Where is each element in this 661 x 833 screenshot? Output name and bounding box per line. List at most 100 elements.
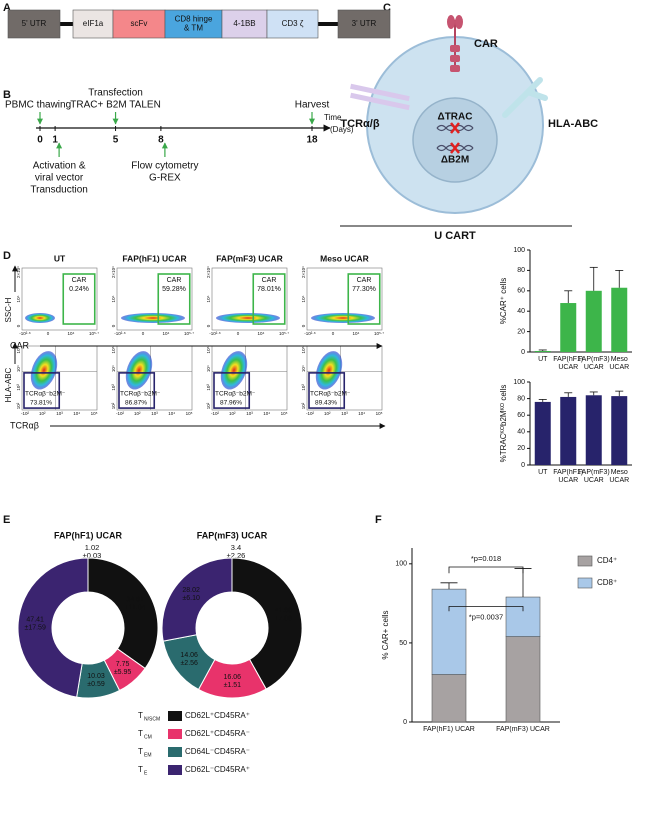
flow-tick-label: -10² <box>116 411 125 416</box>
flow-plot <box>116 267 193 331</box>
chart-title: FAP(hF1) UCAR <box>54 530 122 540</box>
construct-label: eIF1a <box>83 19 104 28</box>
x-tick-label: UT <box>538 469 548 476</box>
knockout-x <box>450 122 460 134</box>
x-label-box: FAP(mF3) UCAR <box>578 469 610 484</box>
cell-title: U CART <box>434 230 476 242</box>
slice-label: 28.02 <box>182 587 200 594</box>
construct-label: 4-1BB <box>233 19 255 28</box>
gate-percent: 0.24% <box>69 286 89 293</box>
cell-cloud <box>216 313 280 323</box>
panel-label: C <box>383 2 391 14</box>
tick-label: 1 <box>52 135 58 146</box>
gate <box>252 273 286 325</box>
axis-label: TCRαβ <box>10 420 39 430</box>
flow-plot <box>211 267 288 331</box>
donut-slice <box>17 557 89 698</box>
event-label: PBMC thawing <box>5 100 71 111</box>
x-tick-label: Meso UCAR <box>609 356 630 371</box>
flow-tick-label: 10⁵ <box>206 346 211 353</box>
flow-tick-label: -10² <box>306 411 315 416</box>
construct-label: 3' UTR <box>352 19 377 28</box>
flow-tick-label: 10⁵·⁷ <box>89 331 99 336</box>
flow-tick-label: 10⁴ <box>263 411 270 416</box>
donut-slice <box>161 557 233 642</box>
flow-tick-label: 0 <box>301 324 306 327</box>
tcr <box>350 83 410 102</box>
slice-label: 41.90 <box>275 607 293 614</box>
cell-cloud <box>311 313 375 323</box>
legend-swatch <box>168 747 182 757</box>
group-title: UT <box>54 253 66 263</box>
slice-label: 16.06 <box>224 674 242 681</box>
x-label-box: FAP(hF1) UCAR <box>553 469 583 484</box>
bar <box>534 401 551 465</box>
cell-cloud <box>315 351 343 390</box>
cell-label: HLA-ABC <box>548 118 598 130</box>
panel-label: B <box>3 89 11 101</box>
cell-cloud <box>25 313 55 323</box>
donut-slice <box>231 557 303 690</box>
flow-tick-label: 10⁴ <box>353 331 360 336</box>
bar <box>560 303 577 352</box>
flow-tick-label: 0 <box>142 331 145 336</box>
cell-cloud <box>125 351 153 390</box>
cell-label: ΔB2M <box>441 155 469 166</box>
flow-tick-label: 2×10⁶ <box>111 266 116 278</box>
annotation: *p=0.0037 <box>469 613 503 622</box>
gate <box>62 273 96 325</box>
tick-label: 5 <box>113 135 119 146</box>
tick-label: 18 <box>306 135 318 146</box>
legend-swatch <box>168 765 182 775</box>
flow-tick-label: 10⁶ <box>206 295 211 302</box>
flow-tick-label: -10²·⁸ <box>209 331 221 336</box>
slice-label: 34.81 <box>126 597 144 604</box>
event-label: Activation & <box>33 161 86 172</box>
significance-bracket <box>448 606 524 612</box>
flow-plot <box>21 267 98 331</box>
bar-segment <box>431 674 467 723</box>
construct-label: 5' UTR <box>22 19 47 28</box>
gate-percent: 86.87% <box>125 400 147 407</box>
flow-tick-label: 10⁶ <box>111 295 116 302</box>
cell-label: TCRα/β <box>340 118 379 130</box>
y-tick-label: 40 <box>517 429 525 436</box>
gate-label: TCRαβ⁻b2M⁻ <box>310 391 351 398</box>
bar <box>585 395 602 465</box>
flow-tick-label: -10² <box>21 411 30 416</box>
flow-tick-label: 10² <box>206 402 211 409</box>
flow-tick-label: 10² <box>16 402 21 409</box>
slice-label: ±2.56 <box>180 660 198 667</box>
significance-bracket <box>448 566 524 574</box>
x-tick-label: FAP(hF1) UCAR <box>553 356 584 371</box>
cell-cloud <box>30 351 58 390</box>
panel-label: F <box>375 514 382 526</box>
y-tick-label: 20 <box>517 445 525 452</box>
flow-tick-label: 10⁵·⁷ <box>374 331 384 336</box>
cell-cloud <box>121 313 185 323</box>
flow-tick-label: 10³ <box>151 411 158 416</box>
legend-label: CD62L⁺CD45RA⁺ <box>185 711 250 720</box>
gate-label: CAR <box>167 277 182 284</box>
x-tick-label: FAP(mF3) UCAR <box>496 726 550 733</box>
flow-tick-label: 10² <box>134 411 141 416</box>
car-scfv <box>455 15 463 29</box>
x-tick-label: FAP(mF3) UCAR <box>577 356 610 371</box>
flow-tick-label: 10⁵ <box>301 346 306 353</box>
gate-percent: 89.43% <box>315 400 337 407</box>
x-tick-label: UT <box>538 356 548 363</box>
legend-symbol-sub: E <box>144 770 148 776</box>
slice-label: ±6.10 <box>182 595 200 602</box>
bar-segment <box>505 596 541 637</box>
axis-label: HLA-ABC <box>4 367 13 402</box>
bar <box>585 290 602 352</box>
y-tick-label: 60 <box>517 288 525 295</box>
gate <box>347 273 381 325</box>
nucleus <box>412 97 498 183</box>
flow-tick-label: 10⁵ <box>111 346 116 353</box>
car-domain <box>450 65 460 72</box>
bar <box>534 350 551 352</box>
y-axis-label: % CAR+ cells <box>381 610 390 659</box>
event-label: G-REX <box>149 173 181 184</box>
